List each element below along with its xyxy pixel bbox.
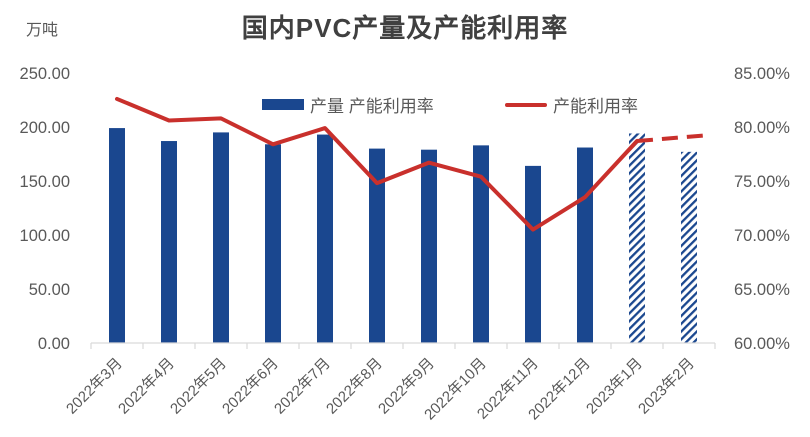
production-legend-label: 产量 产能利用率: [310, 97, 434, 116]
right-axis-tick-label: 75.00%: [734, 173, 790, 191]
production-bar-2022年7月: [317, 134, 333, 343]
production-bar-2023年1月: [629, 133, 645, 343]
axes: 0.00 50.00 100.00 150.00 200.00 250.00 60.00% 6…: [20, 65, 791, 423]
left-axis-tick-label: 150.00: [20, 173, 70, 191]
production-bar-2022年4月: [161, 141, 177, 343]
production-bar-2022年8月: [369, 148, 385, 343]
utilization-legend-line: [505, 102, 547, 107]
legend-item-utilization: 产能利用率: [505, 92, 638, 117]
left-axis-tick-label: 50.00: [29, 281, 70, 299]
left-axis-tick-label: 250.00: [20, 65, 70, 83]
right-axis-tick-label: 85.00%: [734, 65, 790, 83]
production-bar-2022年6月: [265, 144, 281, 343]
production-bars: [109, 128, 697, 343]
production-legend-swatch: [262, 99, 304, 110]
utilization-line-dashed-forecast: [636, 133, 706, 144]
production-bar-2022年3月: [109, 128, 125, 343]
utilization-line-solid: [115, 96, 639, 232]
x-axis-category-label: 2023年2月: [635, 355, 698, 418]
left-axis-tick-label: 100.00: [20, 227, 70, 245]
right-axis-tick-label: 60.00%: [734, 335, 790, 353]
production-bar-2022年5月: [213, 132, 229, 343]
left-axis-tick-label: 200.00: [20, 119, 70, 137]
left-axis-tick-label: 0.00: [38, 335, 70, 353]
production-bar-2022年10月: [473, 145, 489, 343]
utilization-line: [115, 96, 706, 232]
production-bar-2022年9月: [421, 149, 437, 343]
chart-title: 国内PVC产量及产能利用率: [241, 13, 569, 43]
left-axis-unit-label: 万吨: [26, 22, 59, 39]
production-bar-2023年2月: [681, 151, 697, 343]
legend-item-production: 产量 产能利用率: [262, 92, 434, 117]
production-bar-2022年11月: [525, 165, 541, 343]
production-bar-2022年12月: [577, 147, 593, 343]
right-axis-tick-label: 65.00%: [734, 281, 790, 299]
right-axis-tick-label: 80.00%: [734, 119, 790, 137]
right-axis-tick-label: 70.00%: [734, 227, 790, 245]
utilization-legend-label: 产能利用率: [553, 97, 638, 116]
